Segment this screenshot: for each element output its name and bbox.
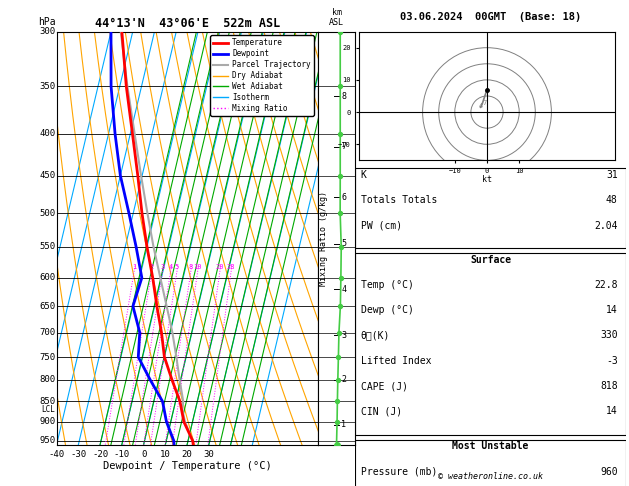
Title: 44°13'N  43°06'E  522m ASL: 44°13'N 43°06'E 522m ASL: [94, 17, 280, 31]
Text: Most Unstable: Most Unstable: [452, 441, 529, 451]
Text: 10: 10: [160, 450, 170, 459]
Point: [335, 83, 345, 90]
Point: [332, 418, 342, 426]
Text: 4: 4: [169, 264, 172, 270]
Legend: Temperature, Dewpoint, Parcel Trajectory, Dry Adiabat, Wet Adiabat, Isotherm, Mi: Temperature, Dewpoint, Parcel Trajectory…: [210, 35, 314, 116]
Point: [333, 376, 343, 384]
Text: -3: -3: [606, 356, 618, 366]
Text: 1: 1: [132, 264, 136, 270]
Text: 450: 450: [39, 171, 55, 180]
Text: 330: 330: [600, 330, 618, 341]
Point: [335, 209, 345, 217]
Text: 818: 818: [600, 381, 618, 391]
Text: 650: 650: [39, 302, 55, 311]
Point: [335, 28, 345, 35]
Text: 22.8: 22.8: [594, 280, 618, 290]
Text: 30: 30: [204, 450, 214, 459]
Text: 5: 5: [341, 239, 346, 248]
Text: PW (cm): PW (cm): [361, 221, 402, 231]
Text: 700: 700: [39, 328, 55, 337]
Text: -20: -20: [92, 450, 108, 459]
Text: 2: 2: [150, 264, 153, 270]
Text: Dewp (°C): Dewp (°C): [361, 305, 414, 315]
Text: 800: 800: [39, 376, 55, 384]
Text: 1: 1: [341, 420, 346, 430]
Point: [335, 302, 345, 310]
Text: 550: 550: [39, 243, 55, 251]
Point: [332, 398, 342, 405]
Text: 4: 4: [341, 285, 346, 294]
Text: km
ASL: km ASL: [329, 8, 344, 27]
Point: [334, 329, 344, 336]
Text: -30: -30: [70, 450, 86, 459]
Text: 28: 28: [227, 264, 235, 270]
Point: [335, 172, 345, 179]
Text: 20: 20: [216, 264, 224, 270]
X-axis label: Dewpoint / Temperature (°C): Dewpoint / Temperature (°C): [103, 461, 272, 471]
Text: -10: -10: [114, 450, 130, 459]
Text: 300: 300: [39, 27, 55, 36]
Text: 31: 31: [606, 170, 618, 180]
Text: Totals Totals: Totals Totals: [361, 195, 437, 206]
Text: K: K: [361, 170, 367, 180]
Text: θᴄ(K): θᴄ(K): [361, 330, 390, 341]
Text: 350: 350: [39, 82, 55, 91]
Text: 960: 960: [600, 467, 618, 477]
Text: 14: 14: [606, 406, 618, 417]
Text: -40: -40: [48, 450, 65, 459]
Point: [333, 353, 343, 361]
Text: LCL: LCL: [42, 405, 55, 414]
Point: [337, 243, 347, 251]
Text: Mixing Ratio (g/kg): Mixing Ratio (g/kg): [319, 191, 328, 286]
Point: [335, 130, 345, 138]
Text: 14: 14: [606, 305, 618, 315]
Text: 8: 8: [341, 92, 346, 101]
Text: 7: 7: [341, 142, 346, 151]
Text: CIN (J): CIN (J): [361, 406, 402, 417]
Text: 600: 600: [39, 273, 55, 282]
Text: 7: 7: [482, 100, 486, 106]
Text: 48: 48: [606, 195, 618, 206]
Text: 03.06.2024  00GMT  (Base: 18): 03.06.2024 00GMT (Base: 18): [400, 12, 581, 22]
Text: 2: 2: [341, 376, 346, 384]
X-axis label: kt: kt: [482, 175, 492, 184]
Text: 900: 900: [39, 417, 55, 426]
Text: © weatheronline.co.uk: © weatheronline.co.uk: [438, 472, 543, 481]
Text: Lifted Index: Lifted Index: [361, 356, 431, 366]
Text: 0: 0: [141, 450, 147, 459]
Text: 850: 850: [39, 397, 55, 406]
Point: [331, 441, 342, 449]
Text: CAPE (J): CAPE (J): [361, 381, 408, 391]
Text: 10: 10: [193, 264, 202, 270]
Text: 500: 500: [39, 208, 55, 218]
Text: Temp (°C): Temp (°C): [361, 280, 414, 290]
Text: 8: 8: [189, 264, 193, 270]
Text: 6: 6: [341, 192, 346, 202]
Text: 400: 400: [39, 129, 55, 138]
Text: 4: 4: [479, 103, 483, 109]
Text: 3: 3: [341, 330, 346, 340]
Point: [336, 274, 346, 282]
Text: 750: 750: [39, 352, 55, 362]
Text: Pressure (mb): Pressure (mb): [361, 467, 437, 477]
Text: Surface: Surface: [470, 255, 511, 265]
Text: hPa: hPa: [38, 17, 55, 27]
Text: 2.04: 2.04: [594, 221, 618, 231]
Text: 3: 3: [160, 264, 165, 270]
Text: 950: 950: [39, 436, 55, 446]
Text: 5: 5: [175, 264, 179, 270]
Text: 20: 20: [182, 450, 192, 459]
